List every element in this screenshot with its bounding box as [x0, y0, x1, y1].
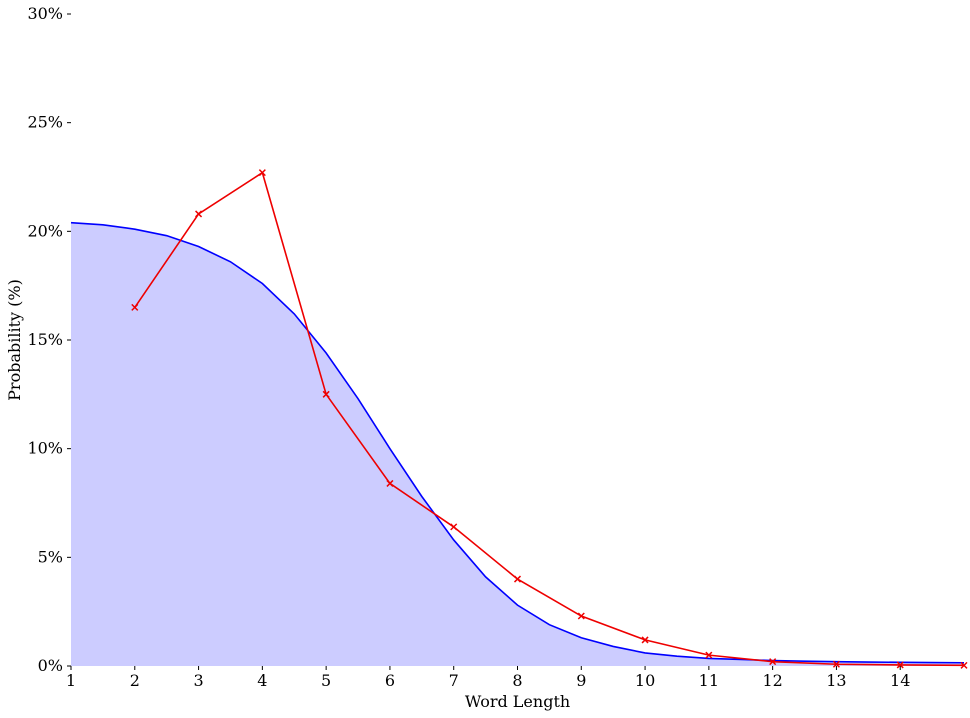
observed-point	[960, 661, 968, 669]
observed-point	[450, 523, 458, 531]
observed-point	[641, 636, 649, 644]
observed-point-marker	[832, 660, 840, 668]
observed-point-marker	[577, 612, 585, 620]
observed-point	[896, 661, 904, 669]
observed-point	[577, 612, 585, 620]
x-tick-label: 1	[66, 671, 76, 690]
observed-point-marker	[896, 661, 904, 669]
observed-point-marker	[131, 303, 139, 311]
axes: 0%5%10%15%20%25%30%1 2 3 4 5 6 7 8 9 10 11 12 13 14	[27, 4, 910, 690]
x-tick-label: 4	[257, 671, 267, 690]
observed-point	[322, 390, 330, 398]
x-tick-label: 13	[826, 671, 846, 690]
observed-point-marker	[195, 210, 203, 218]
y-axis-label: Probability (%)	[5, 279, 24, 401]
y-tick-label: 25%	[27, 113, 63, 132]
observed-line	[134, 171, 965, 667]
observed-point-marker	[450, 523, 458, 531]
observed-point	[705, 651, 713, 659]
x-axis-label: Word Length	[465, 692, 570, 711]
x-tick-label: 6	[385, 671, 395, 690]
observed-point	[258, 169, 266, 177]
fitted-curve-line	[70, 221, 965, 664]
y-tick-label: 15%	[27, 330, 63, 349]
fitted-curve-fill	[71, 222, 964, 666]
y-tick-label: 0%	[38, 656, 63, 675]
observed-point	[131, 303, 139, 311]
observed-point	[513, 575, 522, 583]
observed-point	[195, 210, 203, 218]
observed-point	[386, 479, 394, 487]
y-tick-label: 5%	[38, 547, 63, 566]
observed-point-marker	[641, 636, 649, 644]
x-tick-label: 12	[762, 671, 782, 690]
x-tick-label: 5	[321, 671, 331, 690]
x-tick-label: 9	[576, 671, 586, 690]
observed-point	[832, 660, 840, 668]
x-tick-label: 7	[449, 671, 459, 690]
observed-point-marker	[705, 651, 713, 659]
x-tick-label: 14	[890, 671, 910, 690]
x-tick-label: 10	[635, 671, 655, 690]
x-tick-label: 8	[512, 671, 522, 690]
observed-point-marker	[513, 575, 522, 583]
x-tick-label: 3	[193, 671, 203, 690]
observed-point-marker	[769, 658, 777, 666]
observed-point-marker	[258, 169, 266, 177]
x-tick-label: 11	[699, 671, 719, 690]
observed-point-marker	[386, 479, 394, 487]
observed-point	[769, 658, 777, 666]
observed-point-marker	[322, 390, 330, 398]
x-tick-label: 2	[130, 671, 140, 690]
y-tick-label: 10%	[27, 439, 63, 458]
y-tick-label: 30%	[27, 4, 63, 23]
plot-area	[70, 169, 968, 669]
y-tick-label: 20%	[27, 221, 63, 240]
observed-point-marker	[960, 661, 968, 669]
